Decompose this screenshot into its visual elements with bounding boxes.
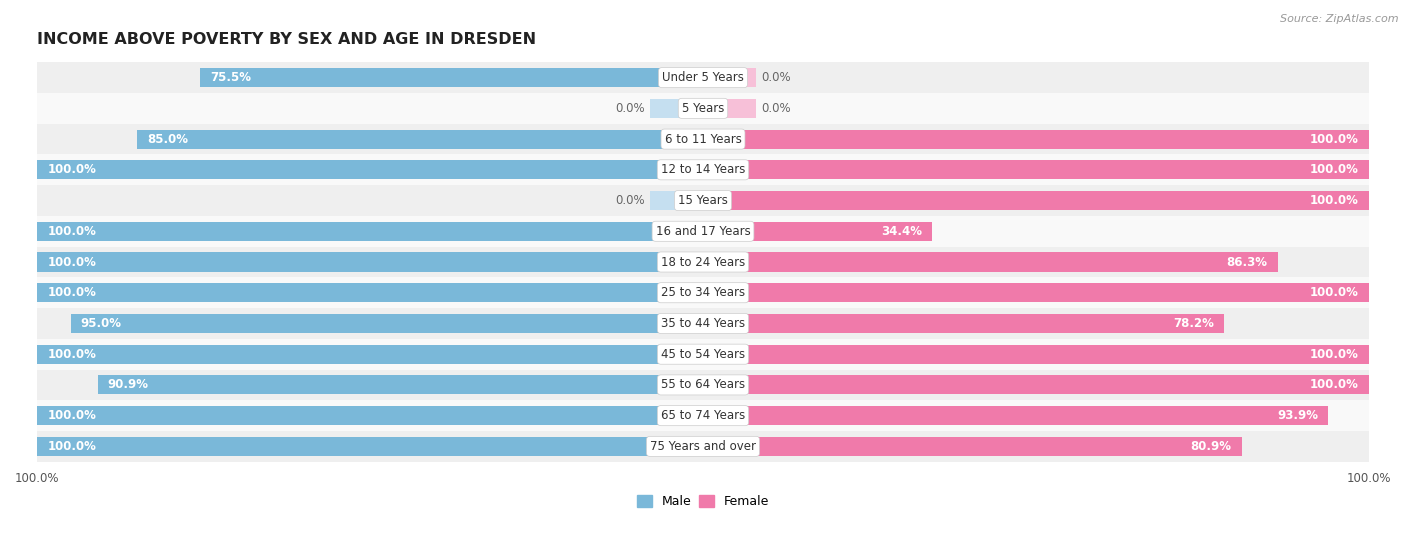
Bar [703, 345, 1369, 364]
Text: 80.9%: 80.9% [1191, 440, 1232, 453]
Text: 0.0%: 0.0% [762, 102, 792, 115]
Bar [37, 160, 703, 179]
Bar [703, 253, 1278, 272]
Bar [37, 431, 1369, 462]
Bar [98, 376, 703, 395]
Bar [703, 376, 1369, 395]
Bar [37, 185, 1369, 216]
Bar [703, 314, 1223, 333]
Text: 100.0%: 100.0% [48, 255, 96, 268]
Text: 100.0%: 100.0% [48, 440, 96, 453]
Bar [703, 191, 1369, 210]
Text: 100.0%: 100.0% [48, 409, 96, 422]
Text: 18 to 24 Years: 18 to 24 Years [661, 255, 745, 268]
Text: INCOME ABOVE POVERTY BY SEX AND AGE IN DRESDEN: INCOME ABOVE POVERTY BY SEX AND AGE IN D… [37, 32, 536, 47]
Text: 85.0%: 85.0% [148, 132, 188, 145]
Text: 15 Years: 15 Years [678, 194, 728, 207]
Bar [138, 130, 703, 149]
Text: Under 5 Years: Under 5 Years [662, 71, 744, 84]
Text: 12 to 14 Years: 12 to 14 Years [661, 163, 745, 176]
Bar [703, 99, 756, 118]
Text: 78.2%: 78.2% [1173, 317, 1213, 330]
Text: 5 Years: 5 Years [682, 102, 724, 115]
Text: 100.0%: 100.0% [48, 163, 96, 176]
Text: 100.0%: 100.0% [48, 286, 96, 299]
Text: 25 to 34 Years: 25 to 34 Years [661, 286, 745, 299]
Bar [703, 130, 1369, 149]
Bar [650, 99, 703, 118]
Text: 35 to 44 Years: 35 to 44 Years [661, 317, 745, 330]
Text: 86.3%: 86.3% [1226, 255, 1268, 268]
Bar [37, 253, 703, 272]
Bar [703, 160, 1369, 179]
Text: 100.0%: 100.0% [1310, 132, 1358, 145]
Legend: Male, Female: Male, Female [631, 490, 775, 513]
Text: 16 and 17 Years: 16 and 17 Years [655, 225, 751, 238]
Bar [201, 68, 703, 87]
Bar [37, 277, 1369, 308]
Bar [37, 369, 1369, 400]
Bar [650, 191, 703, 210]
Text: 100.0%: 100.0% [1310, 286, 1358, 299]
Bar [703, 222, 932, 241]
Bar [37, 437, 703, 456]
Text: Source: ZipAtlas.com: Source: ZipAtlas.com [1281, 14, 1399, 24]
Text: 75.5%: 75.5% [211, 71, 252, 84]
Text: 0.0%: 0.0% [614, 102, 644, 115]
Bar [37, 400, 1369, 431]
Text: 45 to 54 Years: 45 to 54 Years [661, 348, 745, 361]
Text: 100.0%: 100.0% [1310, 348, 1358, 361]
Text: 0.0%: 0.0% [614, 194, 644, 207]
Text: 55 to 64 Years: 55 to 64 Years [661, 378, 745, 391]
Bar [703, 406, 1329, 425]
Bar [37, 339, 1369, 369]
Text: 0.0%: 0.0% [762, 71, 792, 84]
Bar [37, 308, 1369, 339]
Bar [703, 68, 756, 87]
Bar [37, 283, 703, 302]
Text: 34.4%: 34.4% [882, 225, 922, 238]
Bar [37, 406, 703, 425]
Bar [703, 283, 1369, 302]
Text: 100.0%: 100.0% [1310, 163, 1358, 176]
Bar [70, 314, 703, 333]
Bar [37, 222, 703, 241]
Bar [37, 247, 1369, 277]
Text: 65 to 74 Years: 65 to 74 Years [661, 409, 745, 422]
Bar [37, 345, 703, 364]
Text: 75 Years and over: 75 Years and over [650, 440, 756, 453]
Bar [37, 93, 1369, 124]
Text: 90.9%: 90.9% [108, 378, 149, 391]
Bar [37, 62, 1369, 93]
Text: 100.0%: 100.0% [1310, 378, 1358, 391]
Bar [703, 437, 1241, 456]
Bar [37, 154, 1369, 185]
Text: 93.9%: 93.9% [1277, 409, 1319, 422]
Text: 100.0%: 100.0% [1310, 194, 1358, 207]
Bar [37, 124, 1369, 154]
Text: 6 to 11 Years: 6 to 11 Years [665, 132, 741, 145]
Bar [37, 216, 1369, 247]
Text: 95.0%: 95.0% [80, 317, 121, 330]
Text: 100.0%: 100.0% [48, 348, 96, 361]
Text: 100.0%: 100.0% [48, 225, 96, 238]
